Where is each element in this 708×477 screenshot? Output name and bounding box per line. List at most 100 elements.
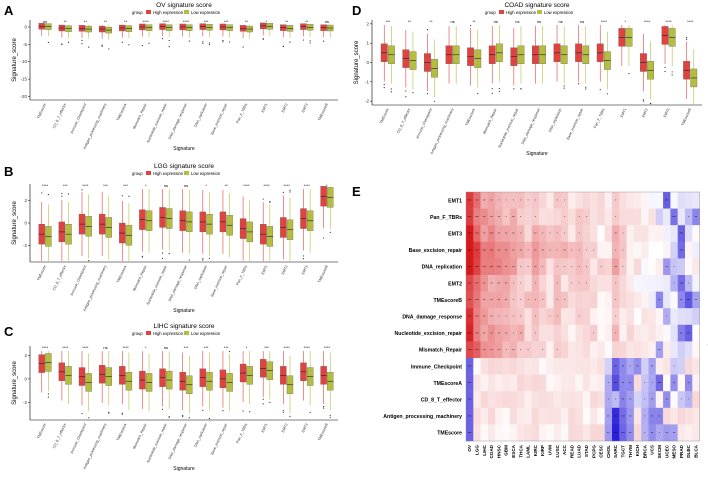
heatmap-cell xyxy=(560,308,569,325)
box-outlier xyxy=(262,403,264,405)
legend-group-label: group xyxy=(485,10,496,15)
x-tick-label: Mismatch_Repair xyxy=(482,107,498,135)
heatmap-cell xyxy=(648,291,656,309)
box-outlier xyxy=(168,46,170,48)
significance-label: **** xyxy=(183,19,190,24)
heatmap-cell xyxy=(575,424,583,442)
heatmap-cell xyxy=(626,192,635,209)
significance-label: ns xyxy=(450,19,454,24)
heatmap-cell xyxy=(641,341,649,359)
box-outlier xyxy=(61,44,63,46)
heatmap-cell xyxy=(677,407,686,425)
heatmap-cell xyxy=(517,407,525,425)
heatmap-row-label: Mismatch_Repair xyxy=(419,348,462,354)
heatmap-significance: * xyxy=(527,265,529,269)
heatmap-cell xyxy=(648,341,656,359)
heatmap-cell xyxy=(553,241,562,259)
heatmap-cell xyxy=(604,291,613,309)
heatmap-significance: * xyxy=(608,398,610,402)
heatmap-cell xyxy=(626,407,635,425)
heatmap-cell xyxy=(612,291,620,309)
significance-label: **** xyxy=(687,19,694,24)
heatmap-cell xyxy=(546,275,554,292)
significance-label: ** xyxy=(473,19,477,24)
heatmap-frame xyxy=(465,191,700,442)
heatmap-cell xyxy=(495,407,503,425)
heatmap-significance: ** xyxy=(498,282,501,286)
heatmap-cell xyxy=(604,225,613,242)
box-outlier xyxy=(513,88,515,90)
heatmap-cell xyxy=(487,291,496,309)
heatmap-significance: * xyxy=(688,398,690,402)
heatmap-column-label: DLBC xyxy=(686,444,691,457)
heatmap-cell xyxy=(524,258,532,276)
heatmap-cell xyxy=(626,241,635,259)
heatmap-significance: * xyxy=(593,331,595,335)
box-outlier xyxy=(269,401,271,404)
x-tick-label: EMT2 xyxy=(641,108,649,118)
heatmap-significance: * xyxy=(622,232,624,236)
heatmap-significance: * xyxy=(571,248,573,252)
heatmap-cell xyxy=(612,225,620,242)
heatmap-cell xyxy=(692,275,700,292)
heatmap-significance: *** xyxy=(672,215,676,219)
heatmap-significance: *** xyxy=(614,381,618,385)
heatmap-significance: * xyxy=(506,315,508,319)
box-outlier xyxy=(81,39,83,41)
heatmap-cell xyxy=(655,391,664,408)
heatmap-cell xyxy=(641,424,649,442)
heatmap-cell xyxy=(604,407,613,425)
significance-label: ** xyxy=(124,19,128,24)
heatmap-cell xyxy=(466,308,474,325)
heatmap-cell xyxy=(619,374,627,392)
box-panel-b: LGG signature score group High expression L… xyxy=(12,163,338,314)
box-outlier xyxy=(282,409,284,412)
y-tick-label: -2 xyxy=(365,99,369,104)
x-tick-label: CD_8_T_effector xyxy=(52,264,68,291)
x-tick-label: TMEscoreB xyxy=(317,264,329,283)
heatmap-cell xyxy=(495,258,503,276)
heatmap-cell xyxy=(626,341,635,359)
heatmap-significance: ** xyxy=(666,431,669,435)
x-tick-label: TMEscore xyxy=(379,108,390,125)
significance-label: *** xyxy=(204,19,209,24)
heatmap-cell xyxy=(480,258,489,276)
box-outlier xyxy=(671,71,673,73)
heatmap-cell xyxy=(597,374,605,392)
heatmap-cell xyxy=(487,208,496,226)
heatmap-cell xyxy=(685,308,693,325)
heatmap-significance: *** xyxy=(475,348,479,352)
heatmap-significance: ** xyxy=(505,232,508,236)
legend-group-label: group xyxy=(132,10,143,15)
heatmap-significance: ** xyxy=(490,331,493,335)
heatmap-cell xyxy=(641,225,649,242)
significance-label: **** xyxy=(122,345,129,350)
y-axis-label: Signature_score xyxy=(12,37,18,81)
significance-label: **** xyxy=(42,183,49,188)
heatmap-cell xyxy=(619,208,627,226)
heatmap-significance: ** xyxy=(666,398,669,402)
heatmap-significance: ** xyxy=(498,331,501,335)
heatmap-cell xyxy=(553,391,562,408)
heatmap-cell xyxy=(568,258,576,276)
heatmap-cell xyxy=(626,358,635,375)
legend-label-high: High expression xyxy=(506,10,537,15)
heatmap-column-label: UCS xyxy=(650,445,655,455)
heatmap-cell xyxy=(517,324,525,342)
heatmap-cell xyxy=(546,374,554,392)
box-outlier xyxy=(108,48,110,50)
heatmap-cell xyxy=(539,291,547,309)
box-outlier xyxy=(202,259,204,261)
heatmap-column-label: UVM xyxy=(547,445,552,455)
heatmap-cell xyxy=(663,407,671,425)
heatmap-cell xyxy=(495,324,503,342)
heatmap-cell xyxy=(685,391,693,408)
heatmap-significance: * xyxy=(579,248,581,252)
heatmap-significance: ** xyxy=(483,282,486,286)
heatmap-cell xyxy=(466,241,474,259)
heatmap-significance: * xyxy=(615,248,617,252)
heatmap-cell xyxy=(604,208,613,226)
heatmap-significance: * xyxy=(630,365,632,369)
heatmap-cell xyxy=(473,241,481,259)
heatmap-significance: *** xyxy=(621,414,625,418)
